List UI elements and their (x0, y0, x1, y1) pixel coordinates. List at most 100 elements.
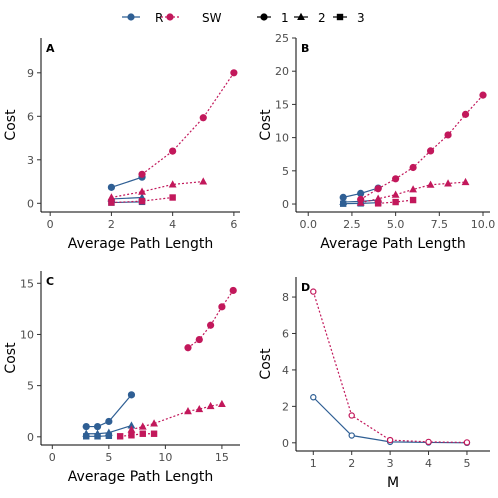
data-point (105, 417, 113, 426)
x-tick-label: 2 (348, 457, 355, 470)
data-point (82, 422, 90, 431)
data-point (374, 200, 382, 207)
series-SW-square (108, 194, 176, 206)
y-axis-label: Cost (3, 342, 19, 374)
series-line (360, 94, 484, 200)
y-tick-label: 6 (27, 110, 34, 123)
y-tick-label: 0 (27, 197, 34, 210)
data-point (426, 147, 435, 155)
y-tick-label: 2 (282, 400, 289, 413)
x-tick-label: 5 (105, 451, 112, 464)
data-point (230, 69, 238, 77)
series-SW-triangle (127, 399, 226, 433)
data-point (83, 433, 90, 440)
data-point (425, 438, 432, 446)
y-tick-label: 15 (20, 277, 34, 290)
data-point (127, 391, 136, 399)
data-point (108, 199, 115, 206)
data-point (169, 194, 176, 201)
data-point (409, 196, 417, 204)
x-tick-label: 6 (230, 218, 237, 231)
data-point (138, 187, 146, 195)
legend-SW-label: SW (202, 11, 222, 25)
legend-R-marker (127, 13, 135, 21)
x-tick-label: 0 (47, 218, 54, 231)
panel-letter: A (46, 42, 55, 55)
series-SW-square (374, 196, 417, 207)
legend-SW-marker (166, 13, 174, 21)
series-line (86, 424, 132, 435)
data-point (150, 419, 158, 427)
data-point (374, 185, 382, 193)
data-point (348, 432, 355, 439)
data-point (218, 303, 226, 311)
y-axis-label: Cost (258, 348, 274, 380)
x-axis-label: Average Path Length (320, 236, 465, 252)
series-SW-triangle (356, 177, 470, 206)
data-point (409, 163, 417, 172)
data-point (138, 170, 146, 178)
data-point (409, 185, 417, 193)
data-point (426, 180, 435, 188)
x-tick-label: 1 (310, 457, 317, 470)
data-point (310, 394, 317, 401)
y-tick-label: 15 (275, 98, 289, 111)
data-point (195, 335, 203, 344)
data-point (348, 412, 355, 419)
y-tick-label: 10 (275, 132, 289, 145)
series-line (86, 394, 132, 428)
data-point (168, 180, 177, 188)
series-line (120, 433, 155, 437)
legend-shape-1-label: 1 (281, 11, 289, 25)
data-point (356, 198, 365, 206)
y-tick-label: 25 (275, 32, 289, 45)
panel-B: 0.0 2.5 5.0 7.5 10.0 0 5 10 15 20 25 Average Path L… (258, 32, 495, 252)
series-line (111, 180, 204, 199)
series-line (187, 290, 234, 349)
legend-shape-3-label: 3 (357, 11, 365, 25)
x-tick-label: 3 (387, 457, 394, 470)
series-line (111, 176, 143, 188)
data-point (94, 433, 101, 440)
y-tick-label: 9 (27, 67, 34, 80)
data-point (391, 190, 400, 198)
series-SW-circle (138, 69, 238, 178)
panel-letter: B (301, 42, 309, 55)
data-point (169, 147, 177, 155)
data-point (463, 439, 471, 446)
x-tick-label: 10 (158, 451, 172, 464)
data-point (127, 421, 136, 429)
data-point (107, 193, 116, 201)
series-SW-open-circle (310, 288, 471, 446)
x-tick-label: 7.5 (431, 218, 449, 231)
panel-A: 0 2 4 6 0 3 6 9 Average Path Length Cost A (3, 38, 240, 252)
data-point (116, 433, 124, 440)
legend-shape-2-marker (297, 12, 305, 20)
y-tick-label: 5 (282, 165, 289, 178)
panel-letter: D (301, 281, 310, 294)
legend-shape-3-marker (336, 13, 344, 21)
data-point (93, 422, 102, 431)
x-tick-label: 5 (463, 457, 470, 470)
series-SW-circle (184, 286, 237, 352)
data-point (127, 425, 136, 433)
y-tick-label: 0 (282, 437, 289, 450)
legend-shape-2-label: 2 (318, 11, 326, 25)
panel-letter: C (46, 275, 54, 288)
legend-shape-1-marker (260, 13, 268, 21)
data-point (128, 432, 135, 439)
data-point (461, 177, 470, 186)
y-tick-label: 20 (275, 65, 289, 78)
data-point (339, 200, 347, 207)
y-tick-label: 10 (20, 328, 34, 341)
data-point (339, 193, 347, 201)
data-point (184, 407, 192, 415)
series-line (141, 72, 235, 175)
series-R-circle (82, 391, 136, 431)
x-tick-label: 0.0 (299, 218, 317, 231)
data-point (444, 131, 452, 139)
data-point (392, 198, 399, 206)
y-tick-label: 5 (27, 380, 34, 393)
